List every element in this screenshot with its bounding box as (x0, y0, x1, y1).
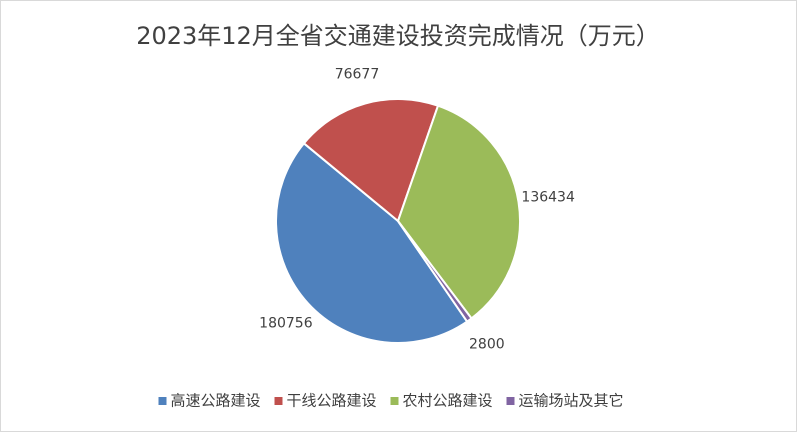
legend-label: 运输场站及其它 (519, 392, 624, 410)
pie-slice (396, 104, 521, 320)
legend-swatch (274, 397, 283, 405)
pie-slice (275, 141, 469, 344)
chart-title: 2023年12月全省交通建设投资完成情况（万元） (136, 22, 660, 50)
data-label: 180756 (259, 316, 313, 332)
legend-swatch (158, 397, 167, 405)
data-label: 136434 (521, 189, 575, 205)
legend-swatch (506, 397, 515, 405)
data-label: 2800 (469, 336, 505, 352)
pie-slice (302, 98, 440, 223)
legend-swatch (390, 397, 399, 405)
pie-slice (397, 220, 473, 323)
legend-label: 高速公路建设 (171, 392, 261, 410)
data-label: 76677 (335, 67, 380, 83)
legend-label: 农村公路建设 (403, 392, 493, 410)
legend-label: 干线公路建设 (287, 392, 377, 410)
